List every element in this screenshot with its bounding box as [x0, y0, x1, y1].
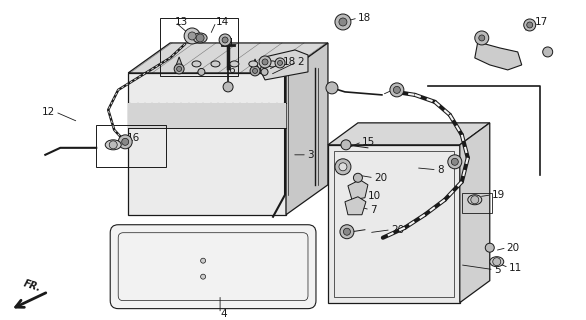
Circle shape [393, 86, 400, 93]
Polygon shape [175, 57, 183, 68]
Circle shape [479, 35, 485, 41]
Circle shape [335, 159, 351, 175]
Circle shape [335, 14, 351, 30]
Text: 1: 1 [228, 38, 235, 48]
Circle shape [196, 34, 204, 42]
Text: 19: 19 [492, 190, 505, 200]
Text: 15: 15 [362, 137, 375, 147]
Text: 3: 3 [307, 150, 314, 160]
Text: 11: 11 [509, 263, 522, 273]
Ellipse shape [230, 61, 239, 67]
Circle shape [200, 258, 206, 263]
Polygon shape [128, 73, 286, 215]
Text: FR.: FR. [22, 279, 42, 294]
Circle shape [353, 173, 362, 182]
Circle shape [524, 19, 536, 31]
Bar [160, 18, 238, 76]
Circle shape [493, 258, 501, 266]
Circle shape [339, 163, 347, 171]
Polygon shape [475, 42, 522, 70]
Ellipse shape [211, 61, 220, 67]
Circle shape [341, 140, 351, 150]
Circle shape [451, 158, 458, 165]
Text: 20: 20 [374, 173, 387, 183]
Polygon shape [286, 43, 328, 215]
Circle shape [340, 225, 354, 239]
Text: 6: 6 [228, 65, 235, 75]
Text: 14: 14 [216, 17, 229, 27]
Text: 20: 20 [507, 243, 520, 253]
Ellipse shape [193, 33, 207, 43]
Circle shape [261, 68, 268, 76]
Ellipse shape [192, 61, 201, 67]
Circle shape [198, 68, 205, 76]
Text: 7: 7 [370, 205, 377, 215]
Circle shape [184, 28, 200, 44]
Polygon shape [460, 123, 490, 303]
Bar [96, 125, 166, 167]
Ellipse shape [105, 140, 121, 150]
Circle shape [188, 32, 196, 40]
Circle shape [527, 22, 533, 28]
Circle shape [485, 243, 494, 252]
Circle shape [259, 56, 271, 68]
Circle shape [174, 64, 184, 74]
Circle shape [448, 155, 462, 169]
Circle shape [122, 138, 129, 145]
Text: 18: 18 [283, 57, 297, 67]
Text: 2: 2 [297, 57, 304, 67]
Text: 18: 18 [358, 13, 371, 23]
Circle shape [475, 31, 489, 45]
FancyBboxPatch shape [110, 225, 316, 308]
Text: 5: 5 [494, 265, 500, 275]
Ellipse shape [268, 61, 277, 67]
Circle shape [343, 228, 350, 235]
Ellipse shape [490, 257, 504, 267]
Text: 8: 8 [437, 165, 444, 175]
Circle shape [390, 83, 404, 97]
Circle shape [275, 58, 285, 68]
Ellipse shape [468, 195, 482, 205]
Circle shape [222, 37, 228, 43]
Polygon shape [128, 43, 328, 73]
Text: 16: 16 [127, 133, 141, 143]
Text: 9: 9 [393, 85, 400, 95]
Polygon shape [348, 180, 368, 200]
Circle shape [223, 82, 233, 92]
Circle shape [253, 68, 257, 73]
Text: 13: 13 [175, 17, 188, 27]
Text: 12: 12 [42, 107, 55, 117]
Text: 10: 10 [368, 191, 381, 201]
Polygon shape [128, 103, 286, 128]
Polygon shape [260, 50, 308, 80]
Circle shape [219, 34, 231, 46]
Ellipse shape [249, 61, 258, 67]
Circle shape [471, 196, 479, 204]
Text: 4: 4 [220, 308, 227, 319]
Circle shape [200, 274, 206, 279]
Circle shape [262, 59, 268, 65]
Text: 17: 17 [534, 17, 548, 27]
Polygon shape [345, 197, 366, 215]
Circle shape [109, 141, 117, 149]
Circle shape [543, 47, 553, 57]
Polygon shape [251, 59, 259, 70]
Text: 20: 20 [391, 225, 404, 235]
Circle shape [326, 82, 338, 94]
Circle shape [278, 60, 282, 65]
Polygon shape [328, 123, 490, 145]
Circle shape [339, 18, 347, 26]
Circle shape [250, 66, 260, 76]
Circle shape [118, 135, 132, 149]
Polygon shape [328, 145, 460, 303]
Circle shape [176, 67, 182, 71]
Bar [462, 193, 492, 213]
